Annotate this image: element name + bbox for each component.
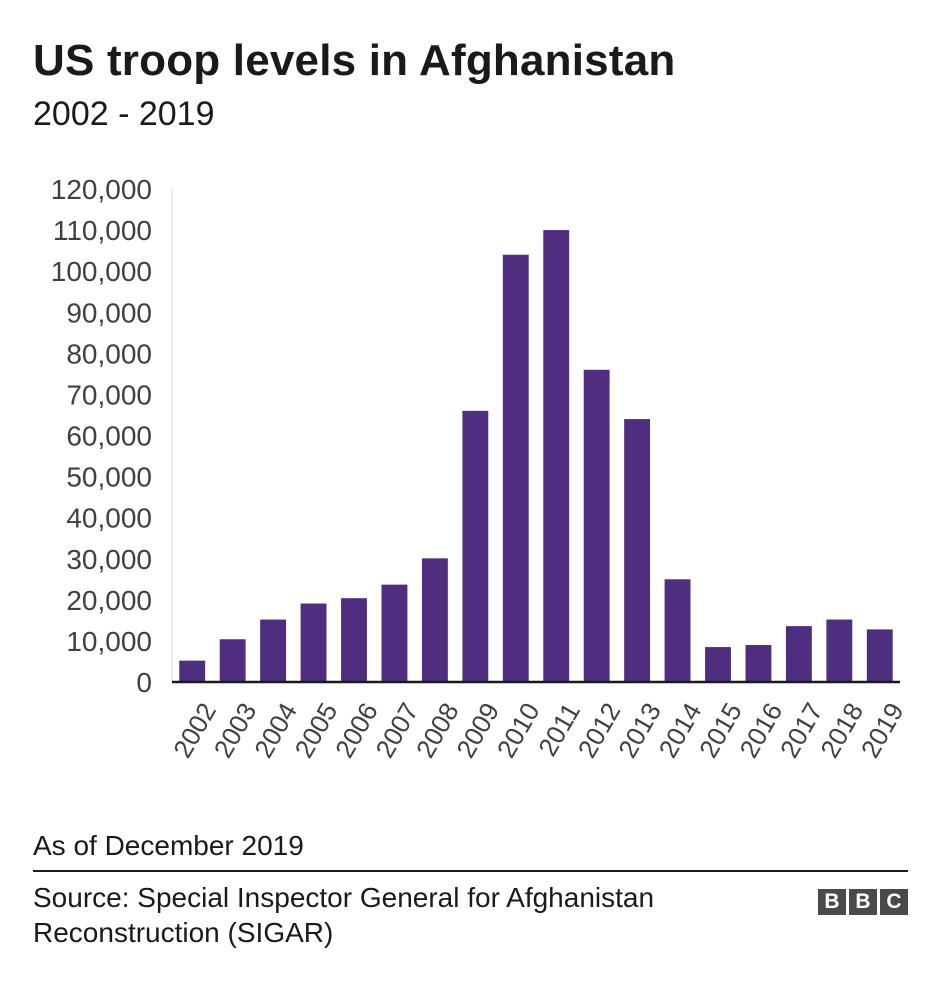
x-axis: 2002200320042005200620072008200920102011… xyxy=(167,698,909,763)
chart-note: As of December 2019 xyxy=(33,830,304,861)
x-tick-label: 2002 xyxy=(167,698,222,763)
x-tick-label: 2015 xyxy=(693,698,748,763)
bars xyxy=(179,230,893,683)
x-tick-label: 2018 xyxy=(814,698,869,763)
bar-2008 xyxy=(421,558,448,682)
x-tick-label: 2019 xyxy=(855,698,910,763)
bar-2012 xyxy=(583,369,610,682)
x-tick-label: 2010 xyxy=(491,698,546,763)
bar-chart: 0 10,000 20,000 30,000 40,000 50,000 60,000 70,… xyxy=(51,174,910,763)
x-tick-label: 2003 xyxy=(208,698,263,763)
y-tick-label: 50,000 xyxy=(66,462,152,493)
bbc-logo: B B C xyxy=(818,889,908,915)
y-tick-label: 20,000 xyxy=(66,585,152,616)
bar-2007 xyxy=(381,584,408,682)
bar-2006 xyxy=(341,598,367,682)
x-tick-label: 2005 xyxy=(288,698,343,763)
y-tick-label: 40,000 xyxy=(66,503,152,534)
bar-2018 xyxy=(826,619,853,682)
logo-letter: B xyxy=(818,889,846,915)
bar-2004 xyxy=(260,619,287,682)
y-axis: 0 10,000 20,000 30,000 40,000 50,000 60,000 70,… xyxy=(51,174,152,698)
y-tick-label: 90,000 xyxy=(66,297,152,328)
y-tick-label: 70,000 xyxy=(66,379,152,410)
x-tick-label: 2012 xyxy=(572,698,627,763)
x-tick-label: 2014 xyxy=(652,698,707,763)
x-tick-label: 2013 xyxy=(612,698,667,763)
y-tick-label: 0 xyxy=(136,667,152,698)
bar-2003 xyxy=(219,639,246,682)
bar-2019 xyxy=(866,629,893,682)
x-tick-label: 2017 xyxy=(774,698,829,763)
bar-2016 xyxy=(745,645,772,682)
bar-2005 xyxy=(300,603,327,682)
chart-title: US troop levels in Afghanistan xyxy=(33,36,676,85)
x-tick-label: 2007 xyxy=(369,698,424,763)
x-tick-label: 2016 xyxy=(733,698,788,763)
chart-subtitle: 2002 - 2019 xyxy=(33,95,215,133)
footer-divider xyxy=(33,870,908,872)
source-text: Source: Special Inspector General for Af… xyxy=(33,882,655,948)
x-tick-label: 2008 xyxy=(410,698,465,763)
bar-2013 xyxy=(624,419,651,682)
x-tick-label: 2004 xyxy=(248,698,303,763)
x-tick-label: 2006 xyxy=(329,698,384,763)
logo-letter: C xyxy=(880,889,908,915)
y-tick-label: 110,000 xyxy=(53,215,152,246)
logo-letter: B xyxy=(849,889,877,915)
y-tick-label: 120,000 xyxy=(51,174,152,205)
bar-2017 xyxy=(785,626,812,682)
bar-2002 xyxy=(179,660,206,682)
bar-2015 xyxy=(705,647,731,682)
bar-2010 xyxy=(502,254,529,682)
bar-2011 xyxy=(543,230,570,683)
bar-2014 xyxy=(664,579,691,682)
x-tick-label: 2009 xyxy=(450,698,505,763)
bar-2009 xyxy=(462,410,489,682)
y-tick-label: 10,000 xyxy=(66,626,152,657)
y-tick-label: 30,000 xyxy=(66,544,152,575)
y-tick-label: 100,000 xyxy=(51,256,152,287)
y-tick-label: 60,000 xyxy=(66,421,152,452)
y-tick-label: 80,000 xyxy=(66,338,152,369)
